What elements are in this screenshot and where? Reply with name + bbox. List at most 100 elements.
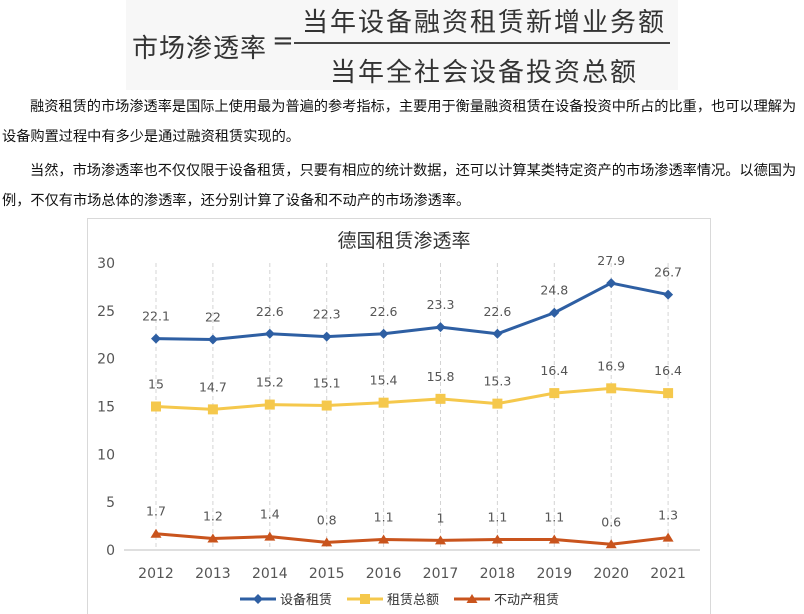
data-point (264, 531, 276, 541)
data-label: 27.9 (597, 253, 625, 268)
data-label: 15 (148, 377, 164, 392)
formula-numerator: 当年设备融资租赁新增业务额 (301, 8, 666, 38)
formula-equals: = (272, 26, 294, 56)
x-tick-label: 2013 (195, 566, 231, 582)
x-tick-label: 2012 (138, 566, 174, 582)
data-label: 22.1 (142, 309, 170, 324)
x-tick-label: 2016 (366, 566, 402, 582)
data-point (605, 539, 617, 549)
chart-title: 德国租赁渗透率 (337, 230, 470, 252)
data-point (207, 334, 218, 345)
data-point (662, 532, 674, 542)
data-label: 1 (437, 510, 445, 525)
data-label: 1.2 (203, 509, 223, 524)
data-point (151, 401, 161, 412)
formula-denominator: 当年全社会设备投资总额 (329, 58, 638, 88)
data-point (492, 328, 503, 339)
series-layer: 22.1 22 22.6 22.3 22.6 23.3 22.6 24.8 27.9 26.7 15… (142, 253, 682, 549)
data-point (606, 383, 617, 394)
x-tick-label: 2019 (536, 566, 572, 582)
data-point (435, 393, 446, 404)
data-label: 22.6 (370, 304, 398, 319)
data-label: 1.1 (544, 509, 564, 524)
data-point (548, 534, 560, 544)
data-point (549, 388, 560, 399)
data-label: 26.7 (654, 265, 682, 280)
series-line (155, 386, 669, 411)
legend-marker (466, 594, 478, 603)
data-point (378, 397, 389, 408)
data-label: 1.7 (146, 504, 166, 519)
data-label: 0.8 (317, 512, 337, 527)
data-label: 15.2 (256, 375, 284, 390)
x-axis: 2012 2013 2014 2015 2016 2017 2018 2019 2020 2021 (124, 549, 700, 582)
data-label: 24.8 (540, 283, 568, 298)
y-tick-label: 25 (97, 304, 115, 320)
data-label: 1.1 (487, 509, 507, 524)
series-line (155, 532, 669, 546)
data-point (606, 278, 617, 289)
legend-marker (360, 594, 370, 604)
data-point (321, 331, 332, 342)
formula-image: 市场渗透率 = 当年设备融资租赁新增业务额 当年全社会设备投资总额 (126, 0, 678, 90)
data-point (663, 388, 674, 399)
data-label: 15.4 (370, 373, 398, 388)
y-tick-label: 15 (97, 400, 115, 416)
paragraph-2-text: 当然，市场渗透率也不仅仅限于设备租赁，只要有相应的统计数据，还可以计算某类特定资… (2, 163, 797, 209)
data-point (264, 328, 275, 339)
x-tick-label: 2020 (593, 566, 629, 582)
data-label: 22.6 (256, 304, 284, 319)
data-point (378, 534, 390, 544)
series-line (155, 281, 669, 342)
data-point (207, 533, 219, 543)
data-label: 23.3 (427, 297, 455, 312)
y-tick-label: 5 (106, 495, 115, 511)
data-point (264, 399, 275, 410)
data-label: 1.1 (374, 509, 394, 524)
data-label: 1.4 (260, 507, 280, 522)
y-axis: 0 5 10 15 20 25 30 (97, 256, 115, 559)
x-tick-label: 2018 (480, 566, 516, 582)
data-point (435, 535, 446, 545)
series-1: 22.1 22 22.6 22.3 22.6 23.3 22.6 24.8 27.9 26.7 (142, 253, 682, 345)
data-label: 14.7 (199, 379, 227, 394)
data-point (435, 322, 446, 333)
data-point (549, 307, 560, 318)
x-tick-label: 2015 (309, 566, 345, 582)
paragraph-2: 当然，市场渗透率也不仅仅限于设备租赁，只要有相应的统计数据，还可以计算某类特定资… (2, 156, 802, 216)
data-label: 22.3 (313, 307, 341, 322)
legend-item: 租赁总额 (347, 593, 439, 608)
paragraph-1: 融资租赁的市场渗透率是国际上使用最为普遍的参考指标，主要用于衡量融资租赁在设备投… (2, 92, 802, 152)
data-point (663, 289, 674, 300)
formula-lhs: 市场渗透率 (132, 34, 268, 64)
x-tick-label: 2017 (423, 566, 459, 582)
formula-fraction-bar (294, 42, 670, 44)
series-3: 1.7 1.2 1.4 0.8 1.1 1 1.1 1.1 0.6 1.3 (146, 504, 678, 549)
y-tick-label: 0 (106, 543, 115, 559)
data-label: 22 (205, 310, 221, 325)
data-label: 15.8 (427, 369, 455, 384)
y-tick-label: 30 (97, 256, 115, 272)
series-2: 15 14.7 15.2 15.1 15.4 15.8 15.3 16.4 16.9 16.4 (148, 358, 682, 415)
data-label: 0.6 (601, 514, 621, 529)
data-label: 16.4 (654, 363, 682, 378)
data-point (150, 528, 162, 538)
legend-label: 不动产租赁 (494, 593, 559, 608)
data-label: 1.3 (658, 508, 678, 523)
data-label: 16.4 (540, 363, 568, 378)
y-tick-label: 20 (97, 352, 115, 368)
data-label: 16.9 (597, 358, 625, 373)
data-label: 15.1 (313, 376, 341, 391)
data-point (321, 400, 332, 411)
data-point (321, 537, 333, 547)
data-label: 15.3 (483, 374, 511, 389)
data-point (207, 404, 218, 415)
data-point (151, 333, 161, 344)
legend-label: 设备租赁 (280, 592, 332, 608)
legend-item: 设备租赁 (240, 592, 332, 608)
paragraph-1-text: 融资租赁的市场渗透率是国际上使用最为普遍的参考指标，主要用于衡量融资租赁在设备投… (2, 99, 797, 145)
y-tick-label: 10 (97, 447, 115, 463)
data-point (378, 328, 389, 339)
x-tick-label: 2014 (252, 566, 288, 582)
